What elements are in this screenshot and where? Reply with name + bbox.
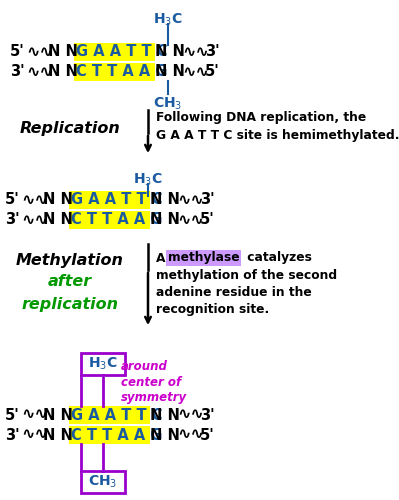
Bar — [69, 406, 150, 424]
Text: C T T A A G: C T T A A G — [71, 428, 162, 442]
Text: methylase: methylase — [168, 252, 240, 264]
Text: H$_3$C: H$_3$C — [88, 356, 118, 372]
Text: around
center of
symmetry: around center of symmetry — [121, 360, 187, 404]
Text: C T T A A G: C T T A A G — [76, 64, 168, 80]
Bar — [69, 191, 150, 209]
Text: 3': 3' — [10, 64, 25, 80]
Text: catalyzes: catalyzes — [243, 252, 312, 264]
Text: A: A — [156, 252, 170, 264]
Text: ∿∿: ∿∿ — [183, 44, 209, 60]
Text: ∿∿: ∿∿ — [26, 44, 53, 60]
Text: N N: N N — [48, 64, 78, 80]
Text: H$_3$C: H$_3$C — [153, 12, 183, 28]
Text: 5': 5' — [205, 64, 219, 80]
Text: 3': 3' — [200, 192, 214, 208]
Bar — [74, 43, 155, 61]
Text: Replication: Replication — [20, 120, 120, 136]
Text: ∿∿: ∿∿ — [21, 428, 48, 442]
Text: N N: N N — [43, 212, 73, 228]
Text: adenine residue in the: adenine residue in the — [156, 286, 312, 298]
Text: C T T A A G: C T T A A G — [71, 212, 162, 228]
Text: ∿∿: ∿∿ — [183, 64, 209, 80]
Text: recognition site.: recognition site. — [156, 302, 269, 316]
Text: Methylation: Methylation — [16, 252, 124, 268]
Text: N N: N N — [150, 212, 180, 228]
Text: 5': 5' — [5, 408, 20, 422]
Text: 3': 3' — [5, 212, 20, 228]
Bar — [81, 471, 125, 493]
Text: methylation of the second: methylation of the second — [156, 268, 337, 281]
Bar — [69, 211, 150, 229]
Text: Following DNA replication, the: Following DNA replication, the — [156, 112, 366, 124]
Text: 3': 3' — [205, 44, 219, 60]
Bar — [81, 353, 125, 375]
Text: N N: N N — [43, 192, 73, 208]
Text: N N: N N — [43, 428, 73, 442]
Text: 3': 3' — [5, 428, 20, 442]
Text: 5': 5' — [200, 428, 214, 442]
Text: 3': 3' — [200, 408, 214, 422]
Text: ∿∿: ∿∿ — [178, 428, 204, 442]
Text: after: after — [48, 274, 92, 289]
Text: H$_3$C: H$_3$C — [133, 172, 163, 188]
Text: N N: N N — [150, 428, 180, 442]
Text: 5': 5' — [10, 44, 25, 60]
Text: G A A T T C: G A A T T C — [71, 408, 162, 422]
Bar — [74, 63, 155, 81]
Text: N N: N N — [155, 64, 184, 80]
Text: 5': 5' — [200, 212, 214, 228]
Text: replication: replication — [22, 296, 119, 312]
Text: G A A T T C: G A A T T C — [71, 192, 162, 208]
Text: 5': 5' — [5, 192, 20, 208]
Text: ∿∿: ∿∿ — [21, 408, 48, 422]
Text: N N: N N — [48, 44, 78, 60]
Text: G A A T T C site is hemimethylated.: G A A T T C site is hemimethylated. — [156, 130, 399, 142]
Bar — [69, 426, 150, 444]
Text: N N: N N — [150, 408, 180, 422]
Text: ∿∿: ∿∿ — [178, 408, 204, 422]
Text: ∿∿: ∿∿ — [178, 212, 204, 228]
Text: ∿∿: ∿∿ — [21, 212, 48, 228]
Text: CH$_3$: CH$_3$ — [88, 474, 117, 490]
Text: CH$_3$: CH$_3$ — [153, 96, 183, 112]
Text: N N: N N — [150, 192, 180, 208]
Text: ∿∿: ∿∿ — [26, 64, 53, 80]
Text: ∿∿: ∿∿ — [21, 192, 48, 208]
Text: ∿∿: ∿∿ — [178, 192, 204, 208]
Text: N N: N N — [155, 44, 184, 60]
Text: N N: N N — [43, 408, 73, 422]
Text: G A A T T C: G A A T T C — [76, 44, 168, 60]
